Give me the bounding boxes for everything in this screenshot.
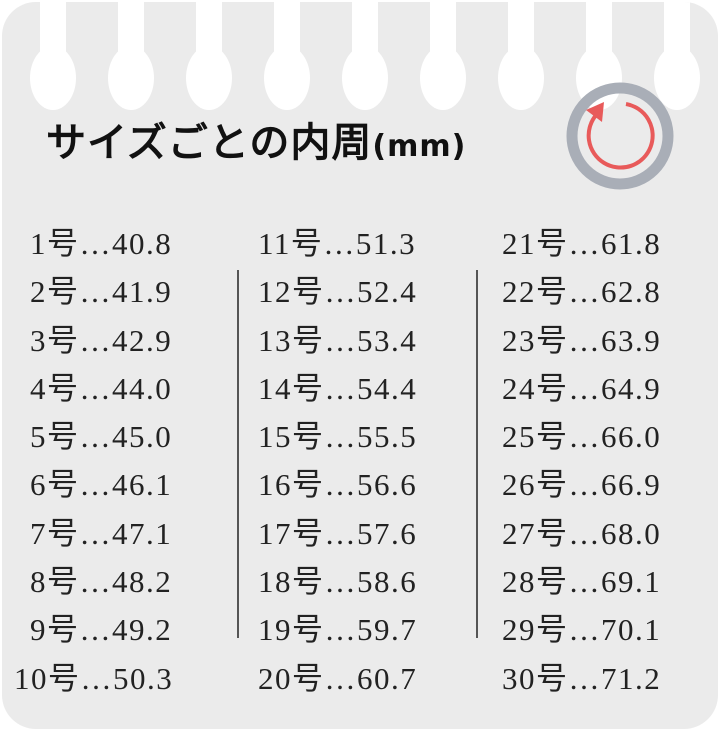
size-entry: 23号…63.9 — [502, 322, 662, 358]
size-entry: 5号…45.0 — [30, 419, 173, 455]
size-entry: 10号…50.3 — [14, 660, 174, 696]
binder-hole — [264, 2, 310, 112]
size-entry: 18号…58.6 — [258, 564, 418, 600]
size-entry: 19号…59.7 — [258, 612, 418, 648]
size-entry: 7号…47.1 — [30, 515, 173, 551]
size-column-2: 11号…51.3 12号…52.4 13号…53.4 14号…54.4 15号…55.5… — [258, 220, 417, 703]
size-entry: 11号…51.3 — [258, 226, 417, 261]
size-entry: 30号…71.2 — [502, 660, 662, 696]
binder-hole — [186, 2, 232, 112]
size-entry: 21号…61.8 — [502, 226, 662, 261]
size-entry: 24号…64.9 — [502, 370, 662, 406]
size-entry: 27号…68.0 — [502, 515, 662, 551]
size-entry: 3号…42.9 — [30, 322, 173, 358]
size-entry: 28号…69.1 — [502, 564, 662, 600]
title-text: サイズごとの内周 — [46, 120, 373, 166]
size-entry: 14号…54.4 — [258, 370, 418, 406]
size-entry: 16号…56.6 — [258, 467, 418, 503]
binder-hole — [108, 2, 154, 112]
size-entry: 22号…62.8 — [502, 274, 662, 310]
size-entry: 20号…60.7 — [258, 660, 418, 696]
binder-hole — [420, 2, 466, 112]
binder-hole — [654, 2, 700, 112]
column-divider — [237, 270, 239, 638]
ring-circumference-icon — [566, 82, 674, 190]
size-entry: 1号…40.8 — [30, 226, 173, 261]
column-divider — [476, 270, 478, 638]
size-entry: 17号…57.6 — [258, 515, 418, 551]
size-entry: 15号…55.5 — [258, 419, 418, 455]
size-column-3: 21号…61.8 22号…62.8 23号…63.9 24号…64.9 25号…66.0… — [502, 220, 661, 703]
size-entry: 2号…41.9 — [30, 274, 173, 310]
size-entry: 4号…44.0 — [30, 370, 173, 406]
size-entry: 12号…52.4 — [258, 274, 418, 310]
binder-hole — [498, 2, 544, 112]
size-entry: 13号…53.4 — [258, 322, 418, 358]
size-entry: 26号…66.9 — [502, 467, 662, 503]
size-column-1: 1号…40.8 2号…41.9 3号…42.9 4号…44.0 5号…45.0 6号…46… — [14, 220, 173, 703]
size-entry: 29号…70.1 — [502, 612, 662, 648]
chart-title: サイズごとの内周(mm) — [46, 110, 466, 168]
binder-hole — [30, 2, 76, 112]
size-entry: 6号…46.1 — [30, 467, 173, 503]
binder-hole — [342, 2, 388, 112]
size-entry: 8号…48.2 — [30, 564, 173, 600]
size-entry: 25号…66.0 — [502, 419, 662, 455]
title-unit: (mm) — [372, 129, 467, 164]
size-entry: 9号…49.2 — [30, 612, 173, 648]
